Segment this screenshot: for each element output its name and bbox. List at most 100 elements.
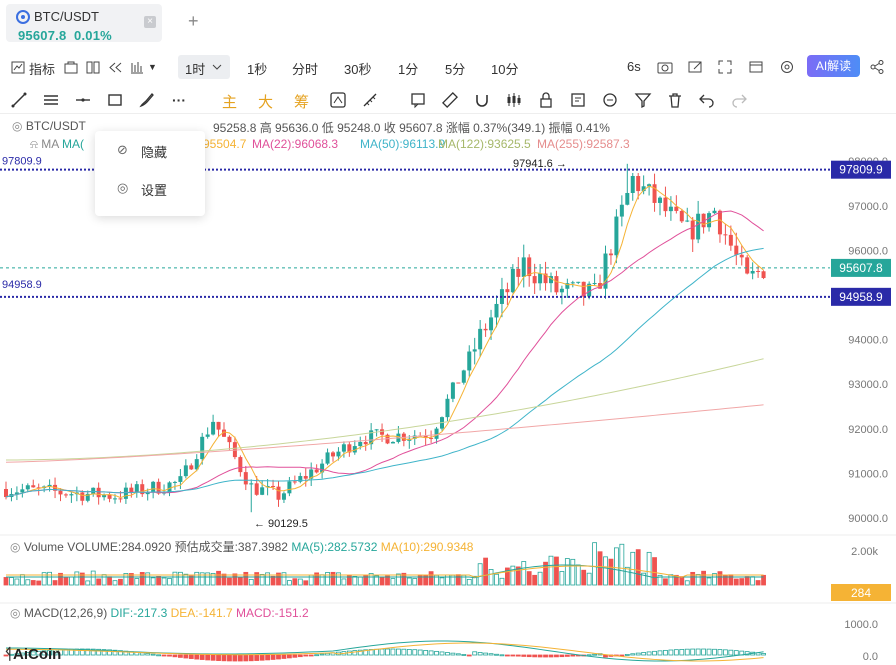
menu-item-hide[interactable]: ⊘ 隐藏 [95,135,205,165]
lock-icon[interactable] [537,91,555,109]
indicator-icon[interactable] [11,61,25,74]
big-order-button[interactable]: 大 [258,94,274,111]
macd-bar [243,654,249,662]
candle-body [102,494,107,498]
macd-histogram [3,648,766,662]
eye-icon[interactable]: ◎ [10,540,21,554]
badge-bottom: 94958.9 [839,290,883,304]
template-icon[interactable] [64,61,78,74]
label-icon[interactable] [409,91,427,109]
interval-10m[interactable]: 10分 [491,62,519,77]
candle-body [630,176,635,193]
main-chart-button[interactable]: 主 [222,94,238,111]
ma5-line [5,185,764,499]
ai-analysis-button[interactable]: AI解读 [807,55,860,77]
candle-body [587,283,592,297]
candles-icon[interactable] [505,91,523,109]
macd-bar [297,654,303,658]
bell-icon[interactable]: ⍾ [30,137,38,151]
eye-icon[interactable]: ◎ [12,119,23,133]
candle-body [216,421,221,430]
interval-timeline[interactable]: 分时 [292,62,319,77]
rectangle-icon[interactable] [106,91,124,109]
drawing-toolbar: ··· 主 大 筹 [0,86,896,114]
price-chart[interactable]: 98000.097000.096000.095000.094000.093000… [0,115,896,665]
volume-bar [188,575,194,586]
candle-body [723,234,728,236]
rewind-icon[interactable] [108,61,122,74]
interval-1s[interactable]: 1秒 [247,62,268,77]
tab-price-change: 95607.8 0.01% [18,28,112,43]
volume-bar [706,577,712,586]
volume-bar [401,572,407,586]
volume-bar [548,555,554,586]
candle-body [608,253,613,256]
link-icon[interactable] [601,91,619,109]
window-icon[interactable] [749,60,763,74]
refresh-interval[interactable]: 6s [627,59,641,74]
settings-icon[interactable] [780,60,794,74]
macd-bar [172,654,178,658]
fullscreen-icon[interactable] [718,60,732,74]
volume-bar [52,580,58,586]
volume-bar [314,572,320,586]
macd-bar [761,653,766,656]
chip-button[interactable]: 筹 [294,94,310,111]
macd-bar [352,650,358,656]
macd-bar [641,652,647,656]
undo-icon[interactable] [698,91,716,109]
interval-5m[interactable]: 5分 [445,62,466,77]
badge-bottom-bg [831,287,891,306]
candle-body [69,494,74,496]
macd-bar [210,654,216,661]
menu-item-settings[interactable]: ◎ 设置 [95,173,205,203]
macd-axis-label-top: 1000.0 [844,619,878,631]
edit-layout-icon[interactable] [688,60,704,74]
horizontal-lines-icon[interactable] [42,91,60,109]
more-icon[interactable]: ··· [172,92,186,108]
volume-bar [118,578,123,586]
candle-body [325,452,330,464]
trash-icon[interactable] [666,91,684,109]
candle-body [254,483,259,495]
legend-volume-estimate: 预估成交量:387.3982 [174,540,288,554]
redo-icon[interactable] [730,91,748,109]
camera-icon[interactable] [657,60,673,74]
auto-draw-icon[interactable] [329,91,347,109]
volume-bar [619,543,625,586]
candle-body [467,351,472,371]
magnet-icon[interactable] [473,91,491,109]
brush-icon[interactable] [138,91,156,109]
share-icon[interactable] [870,60,884,74]
interval-select[interactable]: 1时 [178,55,230,79]
horizontal-ray-icon[interactable] [74,91,92,109]
macd-bar [461,654,467,656]
compare-icon[interactable] [86,61,100,74]
macd-bar [14,653,20,656]
filter-icon[interactable] [634,91,652,109]
ruler-icon[interactable] [441,91,459,109]
volume-bar [504,567,510,586]
menu-hide-label: 隐藏 [141,145,168,160]
close-icon[interactable]: × [144,16,156,28]
candle-body [516,268,521,277]
candle-body [510,268,515,293]
volume-bar [455,574,461,586]
volume-bar [150,577,156,586]
chart-type-chevron-icon[interactable]: ▼ [148,62,157,72]
interval-1m[interactable]: 1分 [398,62,419,77]
volume-bar [90,570,96,586]
macd-bar [205,654,211,661]
note-icon[interactable] [569,91,587,109]
indicator-button[interactable]: 指标 [29,62,56,77]
candle-body [222,429,226,437]
chart-type-icon[interactable] [130,61,144,74]
eye-icon[interactable]: ◎ [10,606,21,620]
tab-btc-usdt[interactable]: BTC/USDT 95607.8 0.01% × [6,4,162,43]
volume-bar [265,572,271,586]
macd-bar [723,649,728,656]
trend-line-icon[interactable] [10,91,28,109]
interval-30s[interactable]: 30秒 [344,62,372,77]
measure-icon[interactable] [361,91,379,109]
add-tab-icon[interactable]: + [188,11,199,31]
